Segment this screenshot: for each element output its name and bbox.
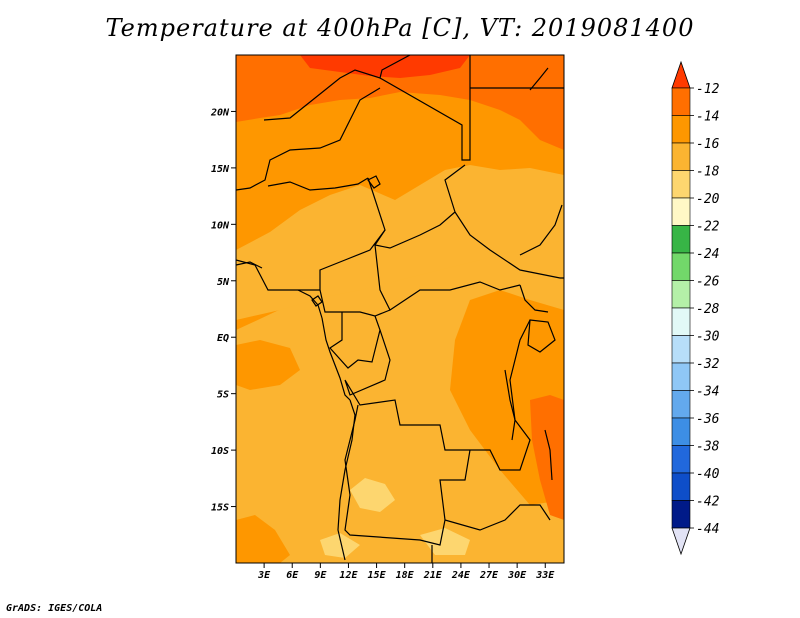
coast-angola (337, 399, 356, 561)
coast-bight (297, 289, 323, 319)
colorbar-label: -18 (696, 165, 720, 180)
colorbar-label: -14 (696, 110, 719, 125)
lat-tick-label: 20N (210, 107, 230, 118)
lat-tick-label: 15S (211, 503, 229, 514)
colorbar-label: -44 (696, 522, 719, 537)
coast-bioko (311, 295, 323, 307)
lon-tick-label: 24E (451, 570, 471, 581)
colorbar-label: -38 (696, 440, 720, 455)
colorbar-swatch (671, 280, 691, 309)
colorbar-swatch (671, 417, 691, 446)
colorbar-label: -36 (696, 412, 720, 427)
band-minus20-kalahari (320, 533, 360, 558)
border-lake-victoria (527, 319, 556, 353)
band-minus14-north (236, 55, 564, 150)
map-frame (235, 54, 565, 564)
temperature-field (236, 55, 564, 563)
colorbar-top-arrow (671, 60, 691, 89)
colorbar-swatch (671, 307, 691, 336)
colorbar-label: -30 (696, 330, 720, 345)
chart-title: Temperature at 400hPa [C], VT: 201908140… (105, 14, 695, 42)
colorbar-label: -40 (696, 467, 720, 482)
colorbar-label: -20 (696, 192, 720, 207)
coast-west-africa (236, 261, 263, 269)
latitude-axis: 20N 15N 10N 5N EQ 5S 10S 15S (210, 107, 236, 514)
colorbar-swatch (671, 445, 691, 474)
lon-tick-label: 33E (535, 570, 555, 581)
colorbar-swatch (671, 362, 691, 391)
colorbar-swatch (671, 390, 691, 419)
band-minus18-central-north (236, 165, 564, 320)
colorbar-swatch (671, 335, 691, 364)
border-uganda-kenya (519, 284, 549, 313)
border-niger-nigeria (267, 177, 369, 191)
colorbar-swatch (671, 252, 691, 281)
border-lake-tanganyika (504, 369, 516, 441)
lat-tick-label: 5S (217, 390, 229, 401)
colorbar-label: -34 (696, 385, 719, 400)
colorbar-label: -16 (696, 137, 720, 152)
colorbar-swatch (671, 170, 691, 199)
band-minus16-gabon (236, 340, 300, 390)
band-minus12-libya (300, 55, 470, 78)
lon-tick-label: 21E (423, 570, 443, 581)
colorbar-swatch (671, 500, 691, 529)
lat-tick-label: 5N (217, 277, 230, 288)
colorbar-bottom-arrow (671, 527, 691, 556)
border-sudan-south (454, 211, 564, 279)
lat-tick-label: 15N (211, 164, 230, 175)
band-minus14-east-ridge (530, 395, 564, 520)
lon-tick-label: 12E (339, 570, 358, 581)
border-lake-malawi (544, 429, 553, 481)
country-borders (236, 55, 564, 563)
coast-gabon-congo (321, 317, 351, 401)
lat-tick-label: 10S (211, 446, 229, 457)
lon-tick-label: 15E (368, 570, 387, 581)
colorbar: -12 -14 -16 -18 -20 -22 -24 -26 -28 -30 -32 -34 -36 -… (671, 60, 720, 556)
lon-tick-label: 27E (479, 570, 499, 581)
border-zambia (444, 504, 551, 531)
colorbar-swatch (671, 115, 691, 144)
lon-tick-label: 6E (286, 570, 299, 581)
colorbar-label: -26 (696, 275, 720, 290)
border-gabon (329, 312, 381, 369)
band-minus20-angola (350, 478, 395, 512)
border-drc (344, 319, 531, 471)
colorbar-label: -12 (696, 82, 720, 97)
border-chad-west (367, 164, 466, 249)
lon-tick-label: 30E (507, 570, 527, 581)
lon-tick-label: 9E (314, 570, 327, 581)
colorbar-label: -42 (696, 495, 720, 510)
border-car (374, 244, 521, 311)
colorbar-label: -22 (696, 220, 720, 235)
border-libya-chad-sudan (379, 55, 471, 161)
colorbar-label: -24 (696, 247, 719, 262)
lake-chad (367, 175, 381, 189)
border-ethiopia (519, 204, 563, 256)
border-niger-mali-burkina (236, 87, 381, 191)
coast-red-sea (529, 67, 549, 91)
colorbar-swatch (671, 225, 691, 254)
border-angola-south (344, 404, 471, 546)
band-minus16-southwest (236, 515, 290, 563)
longitude-axis: 3E 6E 9E 12E 15E 18E 21E 24E 27E 30E 33E (257, 563, 555, 581)
colorbar-label: -32 (696, 357, 720, 372)
lon-tick-label: 3E (257, 570, 271, 581)
colorbar-swatch (671, 87, 691, 116)
colorbar-swatch (671, 472, 691, 501)
border-cameroon-congo (319, 289, 391, 317)
border-libya-niger-algeria (263, 55, 411, 121)
lat-tick-label: 10N (211, 220, 230, 231)
lon-tick-label: 18E (396, 570, 415, 581)
border-nigeria-cameroon (298, 229, 386, 291)
colorbar-label: -28 (696, 302, 720, 317)
credit-text: GrADS: IGES/COLA (6, 603, 103, 614)
colorbar-swatch (671, 197, 691, 226)
colorbar-swatch (671, 142, 691, 171)
lat-tick-label: EQ (217, 333, 229, 344)
